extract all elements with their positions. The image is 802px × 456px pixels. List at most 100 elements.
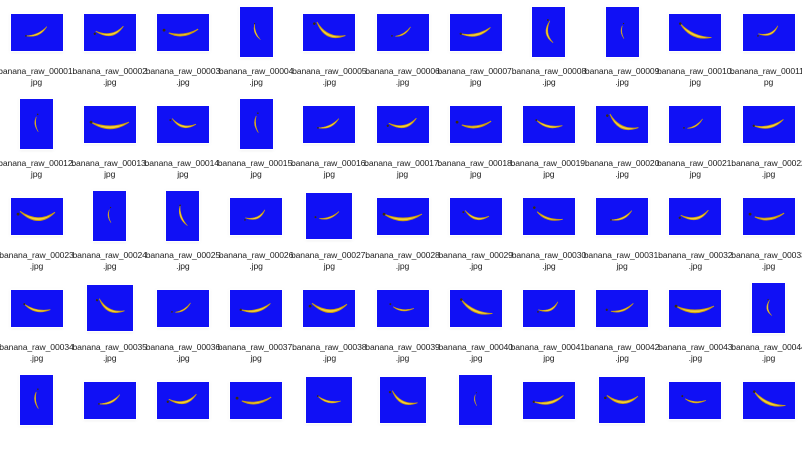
banana-thumbnail-icon[interactable] [379, 377, 426, 423]
file-icon[interactable]: banana_raw_00003 .jpg [146, 0, 220, 88]
file-icon[interactable]: banana_raw_00018. jpg [437, 92, 514, 180]
file-icon[interactable]: banana_raw_00006 .jpg [365, 0, 440, 88]
banana-thumbnail-icon[interactable] [596, 289, 649, 327]
file-icon[interactable]: banana_raw_00030 .jpg [512, 184, 586, 272]
file-icon[interactable]: banana_raw_00024 .jpg [72, 184, 147, 272]
banana-thumbnail-icon[interactable] [306, 193, 353, 239]
banana-thumbnail-icon[interactable] [239, 99, 273, 149]
file-icon[interactable]: banana_raw_00014. jpg [145, 92, 221, 180]
file-icon[interactable]: banana_raw_00019. jpg [511, 92, 587, 180]
banana-thumbnail-icon[interactable] [83, 381, 136, 419]
banana-thumbnail-icon[interactable] [669, 105, 722, 143]
banana-thumbnail-icon[interactable] [376, 197, 429, 235]
banana-thumbnail-icon[interactable] [166, 191, 200, 241]
file-icon[interactable]: banana_raw_00015. jpg [218, 92, 295, 180]
banana-thumbnail-icon[interactable] [10, 289, 63, 327]
banana-thumbnail-icon[interactable] [449, 197, 502, 235]
file-icon[interactable]: banana_raw_00005 .jpg [292, 0, 367, 88]
file-icon[interactable]: banana_raw_00009 .jpg [585, 0, 659, 88]
banana-thumbnail-icon[interactable] [522, 105, 575, 143]
file-icon[interactable] [0, 368, 73, 456]
file-icon[interactable]: banana_raw_00037. jpg [218, 276, 295, 364]
file-icon[interactable]: banana_raw_00032 .jpg [658, 184, 733, 272]
banana-thumbnail-icon[interactable] [449, 105, 502, 143]
banana-thumbnail-icon[interactable] [669, 13, 722, 51]
banana-thumbnail-icon[interactable] [742, 13, 795, 51]
file-icon[interactable]: banana_raw_00016. jpg [291, 92, 368, 180]
file-icon[interactable] [512, 368, 585, 456]
banana-thumbnail-icon[interactable] [449, 13, 502, 51]
file-icon[interactable] [293, 368, 366, 456]
banana-thumbnail-icon[interactable] [599, 377, 646, 423]
file-icon[interactable]: banana_raw_00040 .jpg [438, 276, 513, 364]
file-icon[interactable]: banana_raw_00008 .jpg [512, 0, 586, 88]
file-icon[interactable] [366, 368, 439, 456]
file-icon[interactable] [659, 368, 732, 456]
banana-thumbnail-icon[interactable] [532, 7, 566, 57]
banana-thumbnail-icon[interactable] [303, 13, 356, 51]
banana-thumbnail-icon[interactable] [303, 289, 356, 327]
banana-thumbnail-icon[interactable] [742, 197, 795, 235]
banana-thumbnail-icon[interactable] [596, 197, 649, 235]
file-icon[interactable]: banana_raw_00034 .jpg [0, 276, 74, 364]
banana-thumbnail-icon[interactable] [10, 13, 63, 51]
file-icon[interactable]: banana_raw_00028 .jpg [365, 184, 440, 272]
file-icon[interactable] [146, 368, 219, 456]
file-icon[interactable]: banana_raw_00017. jpg [364, 92, 441, 180]
banana-thumbnail-icon[interactable] [459, 375, 493, 425]
file-icon[interactable]: banana_raw_00039 .jpg [365, 276, 440, 364]
file-icon[interactable]: banana_raw_00007. jpg [437, 0, 514, 88]
file-icon[interactable]: banana_raw_00038 .jpg [292, 276, 367, 364]
banana-thumbnail-icon[interactable] [10, 197, 63, 235]
file-icon[interactable] [439, 368, 512, 456]
banana-thumbnail-icon[interactable] [83, 13, 136, 51]
file-icon[interactable]: banana_raw_00013. jpg [71, 92, 148, 180]
file-icon[interactable]: banana_raw_00012. jpg [0, 92, 75, 180]
file-icon[interactable]: banana_raw_00036 .jpg [146, 276, 220, 364]
banana-thumbnail-icon[interactable] [522, 381, 575, 419]
file-icon[interactable]: banana_raw_00001. jpg [0, 0, 75, 88]
banana-thumbnail-icon[interactable] [20, 375, 53, 425]
banana-thumbnail-icon[interactable] [522, 289, 575, 327]
file-icon[interactable]: banana_raw_00041. jpg [511, 276, 587, 364]
banana-thumbnail-icon[interactable] [86, 285, 133, 331]
banana-thumbnail-icon[interactable] [303, 105, 356, 143]
file-icon[interactable]: banana_raw_00022 .jpg [731, 92, 802, 180]
banana-thumbnail-icon[interactable] [596, 105, 649, 143]
file-icon[interactable]: banana_raw_00025 .jpg [146, 184, 220, 272]
banana-thumbnail-icon[interactable] [156, 105, 209, 143]
banana-thumbnail-icon[interactable] [669, 197, 722, 235]
file-icon[interactable]: banana_raw_00027. jpg [291, 184, 368, 272]
banana-thumbnail-icon[interactable] [376, 289, 429, 327]
file-icon[interactable]: banana_raw_00044 .jpg [731, 276, 802, 364]
file-icon[interactable]: banana_raw_00002 .jpg [72, 0, 147, 88]
banana-thumbnail-icon[interactable] [522, 197, 575, 235]
banana-thumbnail-icon[interactable] [376, 105, 429, 143]
banana-thumbnail-icon[interactable] [20, 99, 53, 149]
banana-thumbnail-icon[interactable] [156, 381, 209, 419]
file-icon[interactable]: banana_raw_00026 .jpg [219, 184, 293, 272]
file-icon[interactable]: banana_raw_00042 .jpg [585, 276, 659, 364]
banana-thumbnail-icon[interactable] [83, 105, 136, 143]
file-icon[interactable]: banana_raw_00023 .jpg [0, 184, 74, 272]
file-icon[interactable]: banana_raw_00043 .jpg [658, 276, 733, 364]
file-icon[interactable]: banana_raw_00029 .jpg [438, 184, 513, 272]
file-icon[interactable] [73, 368, 146, 456]
banana-thumbnail-icon[interactable] [156, 289, 209, 327]
file-icon[interactable]: banana_raw_00020 .jpg [585, 92, 659, 180]
file-icon[interactable]: banana_raw_00035 .jpg [72, 276, 147, 364]
banana-thumbnail-icon[interactable] [449, 289, 502, 327]
file-icon[interactable]: banana_raw_00031. jpg [584, 184, 661, 272]
banana-thumbnail-icon[interactable] [230, 289, 283, 327]
file-icon[interactable]: banana_raw_00011.j pg [730, 0, 802, 88]
banana-thumbnail-icon[interactable] [230, 197, 283, 235]
file-icon[interactable] [732, 368, 802, 456]
banana-thumbnail-icon[interactable] [605, 7, 639, 57]
file-icon[interactable]: banana_raw_00010. jpg [657, 0, 734, 88]
banana-thumbnail-icon[interactable] [742, 381, 795, 419]
file-icon[interactable]: banana_raw_00033 .jpg [731, 184, 802, 272]
banana-thumbnail-icon[interactable] [752, 283, 785, 333]
banana-thumbnail-icon[interactable] [669, 381, 722, 419]
file-icon[interactable] [586, 368, 659, 456]
banana-thumbnail-icon[interactable] [156, 13, 209, 51]
